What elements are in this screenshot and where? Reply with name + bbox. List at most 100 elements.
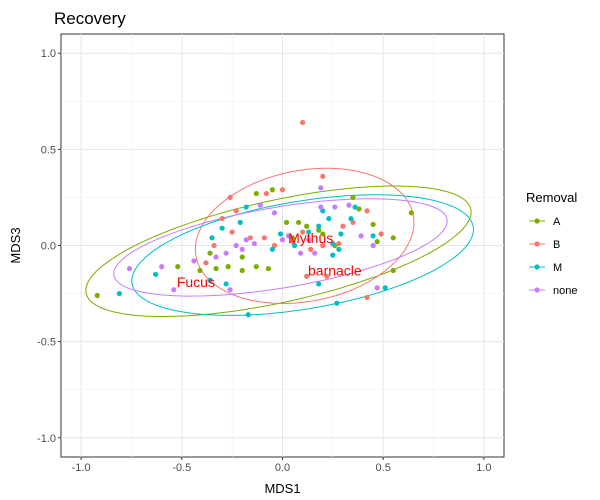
point-A <box>296 220 301 225</box>
point-A <box>197 268 202 273</box>
point-A <box>375 239 380 244</box>
point-B <box>364 208 369 213</box>
x-tick-label: 0.0 <box>275 462 290 474</box>
point-M <box>383 285 388 290</box>
point-B <box>320 174 325 179</box>
point-M <box>244 204 249 209</box>
point-A <box>391 268 396 273</box>
point-M <box>338 231 343 236</box>
point-M <box>238 220 243 225</box>
point-none <box>171 287 176 292</box>
point-none <box>258 203 263 208</box>
point-B <box>280 187 285 192</box>
point-M <box>330 253 335 258</box>
point-none <box>332 204 337 209</box>
point-A <box>266 266 271 271</box>
point-M <box>153 272 158 277</box>
x-tick-label: 1.0 <box>476 462 491 474</box>
y-tick-label: -0.5 <box>37 337 56 349</box>
y-tick-label: 1.0 <box>41 48 56 60</box>
x-axis-title: MDS1 <box>264 481 300 496</box>
point-M <box>352 204 357 209</box>
point-none <box>346 203 351 208</box>
point-M <box>316 281 321 286</box>
point-M <box>316 224 321 229</box>
point-none <box>234 243 239 248</box>
point-none <box>240 247 245 252</box>
legend-label: B <box>553 239 560 251</box>
x-tick-label: -0.5 <box>172 462 191 474</box>
legend-label: none <box>553 285 577 297</box>
point-none <box>127 266 132 271</box>
point-none <box>318 204 323 209</box>
legend-label: A <box>553 216 561 228</box>
point-A <box>95 293 100 298</box>
point-M <box>326 216 331 221</box>
y-axis-title: MDS3 <box>8 227 23 263</box>
point-A <box>207 251 212 256</box>
x-tick-label: -1.0 <box>72 462 91 474</box>
legend-key-point <box>534 287 539 292</box>
point-B <box>211 243 216 248</box>
point-A <box>254 191 259 196</box>
chart-title: Recovery <box>54 9 126 28</box>
point-M <box>224 281 229 286</box>
point-A <box>304 224 309 229</box>
point-M <box>334 301 339 306</box>
legend-key-point <box>534 241 539 246</box>
point-none <box>272 210 277 215</box>
point-A <box>350 195 355 200</box>
point-none <box>191 258 196 263</box>
point-B <box>364 295 369 300</box>
point-none <box>358 233 363 238</box>
point-M <box>278 231 283 236</box>
point-M <box>371 233 376 238</box>
point-M <box>336 247 341 252</box>
point-M <box>219 226 224 231</box>
point-A <box>240 268 245 273</box>
point-none <box>252 241 257 246</box>
point-none <box>159 264 164 269</box>
point-none <box>280 237 285 242</box>
point-B <box>230 229 235 234</box>
species-label: Mythus <box>288 230 333 246</box>
legend-title: Removal <box>526 190 577 205</box>
legend-key-point <box>534 264 539 269</box>
point-M <box>246 312 251 317</box>
point-M <box>209 235 214 240</box>
point-A <box>254 264 259 269</box>
point-none <box>244 237 249 242</box>
point-B <box>264 191 269 196</box>
point-A <box>409 210 414 215</box>
point-B <box>203 260 208 265</box>
point-A <box>284 220 289 225</box>
legend-label: M <box>553 262 562 274</box>
point-A <box>240 254 245 259</box>
point-none <box>224 251 229 256</box>
x-tick-label: 0.5 <box>376 462 391 474</box>
point-none <box>228 287 233 292</box>
point-B <box>300 120 305 125</box>
legend-key-point <box>534 218 539 223</box>
point-B <box>340 224 345 229</box>
point-B <box>219 216 224 221</box>
y-tick-label: -1.0 <box>37 433 56 445</box>
y-tick-label: 0.5 <box>41 144 56 156</box>
point-B <box>336 241 341 246</box>
point-A <box>213 266 218 271</box>
point-M <box>117 291 122 296</box>
point-none <box>312 251 317 256</box>
point-M <box>270 247 275 252</box>
point-none <box>318 185 323 190</box>
point-B <box>308 247 313 252</box>
point-B <box>379 231 384 236</box>
point-A <box>175 264 180 269</box>
point-A <box>391 235 396 240</box>
point-none <box>371 243 376 248</box>
point-M <box>348 216 353 221</box>
point-none <box>213 254 218 259</box>
species-label: barnacle <box>308 262 362 278</box>
species-label: Fucus <box>177 274 215 290</box>
